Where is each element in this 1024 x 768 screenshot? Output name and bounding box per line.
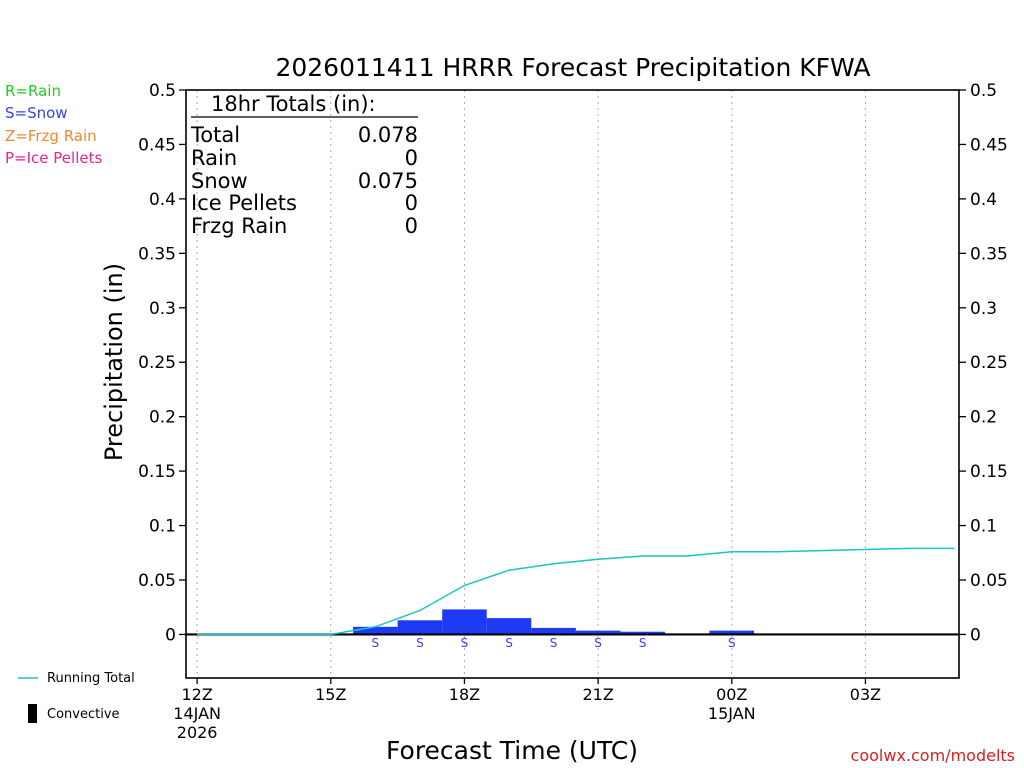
ptype-mark: S xyxy=(728,636,736,650)
precip-bar xyxy=(620,631,665,635)
totals-value-ice-pellets: 0 xyxy=(405,191,418,215)
totals-label-frzg-rain: Frzg Rain xyxy=(191,214,287,238)
x-tick-label: 12Z xyxy=(181,685,212,704)
y-tick-label-left: 0.5 xyxy=(149,81,176,101)
y-tick-label-right: 0.15 xyxy=(970,462,1008,482)
y-tick-label-right: 0.1 xyxy=(970,517,997,537)
bars xyxy=(353,609,755,635)
y-tick-label-left: 0.2 xyxy=(149,408,176,428)
x-tick-label: 21Z xyxy=(582,685,613,704)
y-tick-label-right: 0.05 xyxy=(970,571,1008,591)
ptype-mark: S xyxy=(461,636,469,650)
precip-bar xyxy=(353,626,398,635)
totals-label-total: Total xyxy=(190,123,240,147)
ptype-mark: S xyxy=(639,636,647,650)
totals-value-snow: 0.075 xyxy=(358,169,418,193)
ptype-mark: S xyxy=(372,636,380,650)
y-tick-label-right: 0 xyxy=(970,625,981,645)
y-tick-label-left: 0.4 xyxy=(149,190,176,210)
y-tick-label-left: 0.3 xyxy=(149,299,176,319)
precip-bar xyxy=(397,620,443,635)
y-tick-label-left: 0 xyxy=(165,625,176,645)
plot-frame xyxy=(185,89,960,679)
totals-value-rain: 0 xyxy=(405,146,418,170)
legend-snow: S=Snow xyxy=(5,104,68,122)
running-total-line xyxy=(197,547,955,636)
y-tick-label-left: 0.35 xyxy=(138,244,176,264)
x-tick-label: 14JAN xyxy=(173,704,221,723)
x-tick-label: 00Z xyxy=(716,685,747,704)
ptype-mark: S xyxy=(594,636,602,650)
y-tick-label-right: 0.45 xyxy=(970,135,1008,155)
legend-frzg-rain: Z=Frzg Rain xyxy=(5,127,97,145)
precip-bar xyxy=(575,630,621,635)
x-tick-label: 15Z xyxy=(315,685,346,704)
x-tick-label: 03Z xyxy=(850,685,881,704)
y-tick-label-left: 0.45 xyxy=(138,135,176,155)
totals-box: 18hr Totals (in): Total 0.078 Rain 0 Sno… xyxy=(190,92,418,238)
ptype-mark: S xyxy=(505,636,513,650)
bottom-legend: Running Total Convective xyxy=(18,671,135,723)
y-tick-label-left: 0.15 xyxy=(138,462,176,482)
running-total-legend-label: Running Total xyxy=(47,671,135,686)
totals-heading: 18hr Totals (in): xyxy=(211,92,376,116)
y-tick-label-right: 0.3 xyxy=(970,299,997,319)
totals-value-frzg-rain: 0 xyxy=(405,214,418,238)
ptype-mark: S xyxy=(550,636,558,650)
totals-value-total: 0.078 xyxy=(358,123,418,147)
grid xyxy=(196,90,866,678)
y-tick-label-right: 0.4 xyxy=(970,190,997,210)
y-tick-label-left: 0.05 xyxy=(138,571,176,591)
legend-rain: R=Rain xyxy=(5,82,61,100)
x-tick-label: 2026 xyxy=(177,723,218,742)
x-tick-label: 15JAN xyxy=(708,704,756,723)
convective-swatch xyxy=(28,704,37,723)
y-tick-label-left: 0.1 xyxy=(149,517,176,537)
y-tick-label-right: 0.35 xyxy=(970,244,1008,264)
x-axis-label: Forecast Time (UTC) xyxy=(386,736,638,765)
y-tick-label-right: 0.25 xyxy=(970,353,1008,373)
totals-label-ice-pellets: Ice Pellets xyxy=(191,191,297,215)
y-tick-label-right: 0.5 xyxy=(970,81,997,101)
chart-title: 2026011411 HRRR Forecast Precipitation K… xyxy=(275,53,870,82)
legend-ice-pellets: P=Ice Pellets xyxy=(5,149,102,167)
y-axis-label: Precipitation (in) xyxy=(100,263,128,461)
precip-bar xyxy=(486,618,532,635)
y-axis-ticks: 0 00.05 0.050.1 0.10.15 0.150.2 0.20.25 0.250.… xyxy=(138,81,1008,645)
totals-label-snow: Snow xyxy=(191,169,248,193)
ptype-legend: R=Rain S=Snow Z=Frzg Rain P=Ice Pellets xyxy=(5,82,102,167)
ptype-mark: S xyxy=(416,636,424,650)
y-tick-label-right: 0.2 xyxy=(970,408,997,428)
y-tick-label-left: 0.25 xyxy=(138,353,176,373)
precip-bar xyxy=(531,627,576,635)
totals-label-rain: Rain xyxy=(191,146,237,170)
convective-legend-label: Convective xyxy=(47,707,120,722)
precip-bar xyxy=(709,630,755,635)
credit-text: coolwx.com/modelts xyxy=(851,746,1015,765)
x-tick-label: 18Z xyxy=(449,685,480,704)
precip-bar xyxy=(442,609,487,635)
